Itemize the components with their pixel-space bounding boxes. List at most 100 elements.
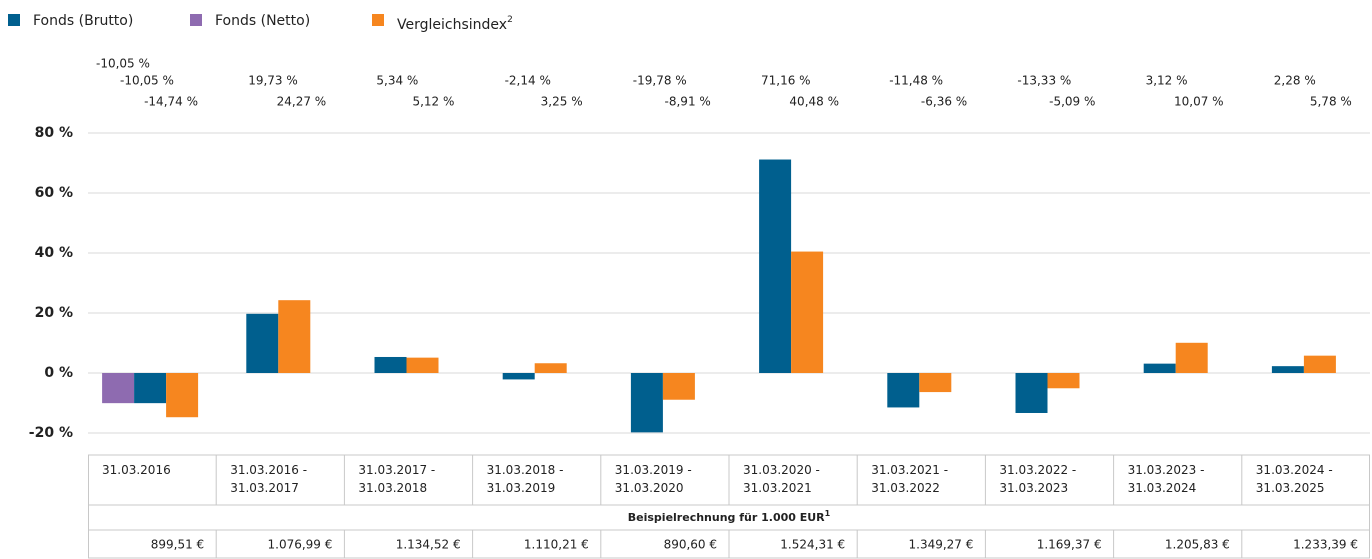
x-tick-line: 31.03.2022	[871, 481, 940, 495]
value-label: -10,05 %	[96, 57, 150, 71]
value-label: 3,25 %	[541, 95, 583, 109]
legend-label: Vergleichsindex2	[397, 15, 513, 34]
legend-swatch	[8, 14, 20, 26]
x-tick-label: 31.03.2024 - 31.03.2025	[1256, 463, 1333, 495]
y-tick-label: -20 %	[29, 425, 73, 441]
y-tick-label: 40 %	[35, 245, 73, 261]
bar	[887, 373, 920, 408]
x-tick-line: 31.03.2017 -	[358, 463, 435, 477]
bar	[1015, 373, 1048, 413]
value-label: -5,09 %	[1049, 95, 1095, 109]
bar	[662, 373, 695, 400]
y-tick-label: 20 %	[35, 305, 73, 321]
value-label: 2,28 %	[1274, 74, 1316, 88]
x-tick-line: 31.03.2016 -	[230, 463, 307, 477]
bar	[102, 373, 135, 404]
value-label: -2,14 %	[505, 74, 551, 88]
table-value: 1.205,83 €	[1165, 538, 1230, 552]
value-label: 5,78 %	[1310, 95, 1352, 109]
value-label: 10,07 %	[1174, 95, 1224, 109]
x-tick-line: 31.03.2020 -	[743, 463, 820, 477]
x-tick-label: 31.03.2016	[102, 463, 171, 477]
x-tick-label: 31.03.2020 - 31.03.2021	[743, 463, 820, 495]
y-tick-label: 80 %	[35, 125, 73, 141]
bar	[534, 363, 567, 373]
caption-sup: 1	[825, 509, 831, 518]
table-value: 1.076,99 €	[268, 538, 333, 552]
legend-label: Fonds (Netto)	[215, 13, 310, 29]
value-label: 71,16 %	[761, 74, 811, 88]
table-value: 1.524,31 €	[780, 538, 845, 552]
bar	[278, 300, 311, 373]
table-value: 899,51 €	[151, 538, 204, 552]
x-tick-line: 31.03.2023 -	[1128, 463, 1205, 477]
x-tick-label: 31.03.2018 - 31.03.2019	[487, 463, 564, 495]
x-tick-line: 31.03.2018 -	[487, 463, 564, 477]
value-label: 3,12 %	[1146, 74, 1188, 88]
bar	[630, 373, 663, 433]
x-tick-line: 31.03.2025	[1256, 481, 1325, 495]
value-label: 5,34 %	[376, 74, 418, 88]
x-tick-line: 31.03.2021	[743, 481, 812, 495]
bar	[406, 357, 439, 373]
table-caption: Beispielrechnung für 1.000 EUR1	[628, 509, 831, 525]
bar	[246, 313, 279, 373]
table-value: 1.110,21 €	[524, 538, 589, 552]
x-tick-label: 31.03.2017 - 31.03.2018	[358, 463, 435, 495]
value-label: -8,91 %	[665, 95, 711, 109]
bar	[134, 373, 167, 404]
value-label: -11,48 %	[889, 74, 943, 88]
legend-sup: 2	[507, 15, 513, 25]
x-tick-line: 31.03.2019	[487, 481, 556, 495]
x-tick-line: 31.03.2021 -	[871, 463, 948, 477]
bar	[1047, 373, 1080, 389]
table-value: 1.134,52 €	[396, 538, 461, 552]
table-value: 1.233,39 €	[1293, 538, 1358, 552]
value-label: 24,27 %	[277, 95, 327, 109]
value-label: 5,12 %	[412, 95, 454, 109]
legend-name: Fonds (Brutto)	[33, 13, 133, 29]
value-label: 40,48 %	[789, 95, 839, 109]
x-tick-label: 31.03.2022 - 31.03.2023	[999, 463, 1076, 495]
value-label: -10,05 %	[120, 74, 174, 88]
x-tick-line: 31.03.2023	[999, 481, 1068, 495]
legend-name: Vergleichsindex	[397, 17, 507, 33]
x-tick-label: 31.03.2019 - 31.03.2020	[615, 463, 692, 495]
bar	[791, 251, 824, 373]
table-value: 1.349,27 €	[909, 538, 974, 552]
legend-swatch	[190, 14, 202, 26]
x-tick-label: 31.03.2016 - 31.03.2017	[230, 463, 307, 495]
legend-label: Fonds (Brutto)	[33, 13, 133, 29]
x-tick-line: 31.03.2024	[1128, 481, 1197, 495]
bar	[502, 373, 535, 380]
bar	[166, 373, 199, 418]
bar	[1303, 355, 1336, 373]
value-label: -19,78 %	[633, 74, 687, 88]
bar	[919, 373, 952, 393]
x-tick-line: 31.03.2020	[615, 481, 684, 495]
bar	[1143, 363, 1176, 373]
value-label: 19,73 %	[248, 74, 298, 88]
legend-swatch	[372, 14, 384, 26]
bar	[1175, 342, 1208, 373]
x-tick-label: 31.03.2021 - 31.03.2022	[871, 463, 948, 495]
table-value: 1.169,37 €	[1037, 538, 1102, 552]
bar	[759, 159, 792, 373]
table-value: 890,60 €	[664, 538, 717, 552]
x-tick-line: 31.03.2016	[102, 463, 171, 477]
value-label: -13,33 %	[1017, 74, 1071, 88]
caption-text: Beispielrechnung für 1.000 EUR	[628, 511, 825, 524]
value-label: -14,74 %	[144, 95, 198, 109]
value-label: -6,36 %	[921, 95, 967, 109]
x-tick-line: 31.03.2018	[358, 481, 427, 495]
y-tick-label: 0 %	[44, 365, 73, 381]
x-tick-label: 31.03.2023 - 31.03.2024	[1128, 463, 1205, 495]
x-tick-line: 31.03.2017	[230, 481, 299, 495]
bar	[1271, 366, 1304, 373]
legend-name: Fonds (Netto)	[215, 13, 310, 29]
y-tick-label: 60 %	[35, 185, 73, 201]
x-tick-line: 31.03.2024 -	[1256, 463, 1333, 477]
x-tick-line: 31.03.2019 -	[615, 463, 692, 477]
